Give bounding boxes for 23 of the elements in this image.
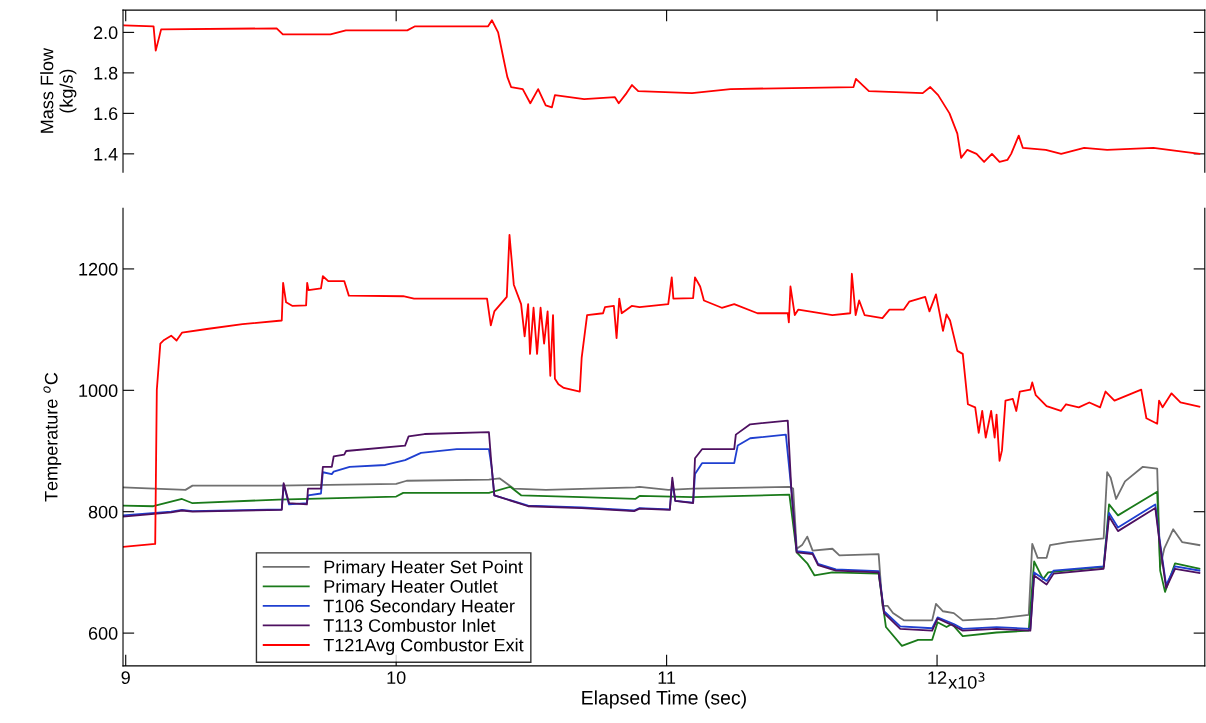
x-tick-label: 12 — [928, 671, 947, 684]
x-axis-title: Elapsed Time (sec) — [582, 690, 746, 709]
y-tick-label: 1200 — [79, 262, 118, 276]
x-tick-label: 11 — [658, 671, 676, 684]
y-tick-label: 600 — [88, 627, 118, 640]
line-series — [123, 19, 1201, 163]
legend-label: Primary Heater Outlet — [324, 579, 498, 597]
text: x10$^{3}$ — [948, 672, 985, 689]
x-tick-label: 10 — [387, 671, 406, 685]
y-axis-title: Mass Flow (kg/s) — [40, 47, 77, 133]
y-tick-label: 2.0 — [93, 26, 118, 40]
y-tick-label: 1.6 — [94, 107, 118, 121]
legend-label: T106 Secondary Heater — [323, 599, 515, 616]
y-tick-label: 1.8 — [94, 66, 118, 80]
y-axis-title: Temperature $^{o}$C — [43, 372, 62, 502]
y-tick-label: 800 — [88, 505, 118, 519]
legend-label: Primary Heater Set Point — [324, 560, 523, 577]
legend-label: T121Avg Combustor Exit — [323, 638, 524, 656]
x-tick-label: 9 — [121, 671, 130, 685]
y-tick-label: 1000 — [79, 384, 118, 398]
legend-label: T113 Combustor Inlet — [323, 618, 496, 632]
line-series — [123, 234, 1201, 548]
y-tick-label: 1.4 — [94, 147, 118, 161]
